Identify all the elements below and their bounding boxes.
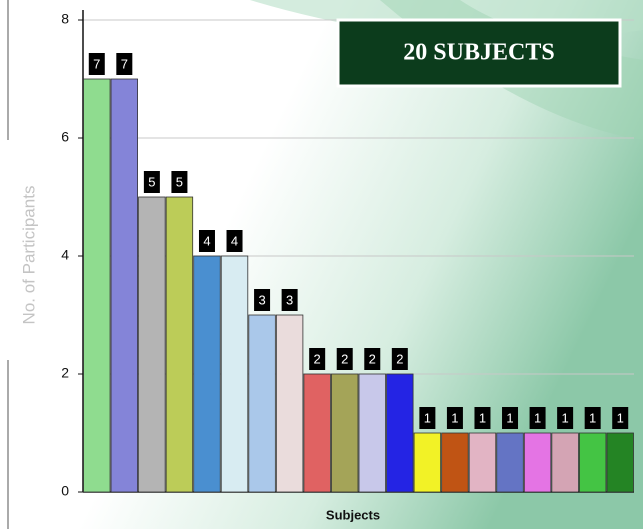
y-tick-label: 0 bbox=[61, 483, 69, 499]
bar bbox=[193, 255, 221, 493]
value-label-box bbox=[502, 407, 519, 429]
value-label: 1 bbox=[617, 410, 624, 425]
value-label-box bbox=[281, 289, 298, 311]
y-axis-label: No. of Participants bbox=[19, 186, 38, 325]
chart-title: 20 SUBJECTS bbox=[403, 40, 554, 66]
value-label-box bbox=[391, 348, 408, 370]
value-label: 1 bbox=[451, 410, 458, 425]
value-label-box bbox=[116, 53, 133, 75]
value-label-box bbox=[171, 171, 188, 193]
bar bbox=[165, 196, 194, 493]
bar bbox=[551, 432, 579, 493]
bar bbox=[138, 196, 166, 493]
bar bbox=[441, 432, 469, 493]
y-tick-label: 4 bbox=[61, 247, 69, 263]
value-label: 2 bbox=[314, 351, 321, 366]
y-tick-label: 2 bbox=[61, 365, 69, 381]
bar bbox=[220, 255, 249, 493]
value-label-box bbox=[474, 407, 491, 429]
value-label: 4 bbox=[231, 233, 238, 248]
bar bbox=[331, 373, 359, 493]
bar bbox=[496, 432, 524, 493]
value-label: 2 bbox=[396, 351, 403, 366]
value-label-box bbox=[446, 407, 463, 429]
bar bbox=[386, 373, 414, 493]
value-label-box bbox=[198, 230, 215, 252]
value-label-box bbox=[612, 407, 629, 429]
value-label: 2 bbox=[369, 351, 376, 366]
bar bbox=[248, 314, 276, 493]
bar bbox=[413, 432, 442, 493]
bar bbox=[523, 432, 552, 493]
value-label-box bbox=[584, 407, 601, 429]
bar bbox=[358, 373, 386, 493]
value-label-box bbox=[309, 348, 326, 370]
value-label: 7 bbox=[93, 56, 100, 71]
value-label-box bbox=[364, 348, 381, 370]
bar bbox=[579, 432, 607, 493]
bar bbox=[110, 78, 139, 493]
value-label: 3 bbox=[258, 292, 265, 307]
value-label: 1 bbox=[424, 410, 431, 425]
title-box bbox=[336, 18, 622, 88]
value-label: 5 bbox=[176, 174, 183, 189]
value-label-box bbox=[226, 230, 243, 252]
value-label-box bbox=[88, 53, 105, 75]
bar bbox=[468, 432, 497, 493]
x-axis-label: Subjects bbox=[326, 507, 380, 522]
y-tick-label: 6 bbox=[61, 129, 69, 145]
value-label-box bbox=[254, 289, 271, 311]
value-label: 7 bbox=[121, 56, 128, 71]
value-label: 1 bbox=[589, 410, 596, 425]
value-label: 1 bbox=[562, 410, 569, 425]
value-label-box bbox=[529, 407, 546, 429]
value-label-box bbox=[419, 407, 436, 429]
bar bbox=[275, 314, 304, 493]
bar bbox=[303, 373, 331, 493]
value-label-box bbox=[557, 407, 574, 429]
value-label-box bbox=[143, 171, 160, 193]
value-label: 1 bbox=[506, 410, 513, 425]
value-label: 2 bbox=[341, 351, 348, 366]
bar bbox=[83, 78, 111, 493]
value-label: 1 bbox=[534, 410, 541, 425]
value-label: 3 bbox=[286, 292, 293, 307]
y-tick-label: 8 bbox=[61, 11, 69, 27]
value-label-box bbox=[336, 348, 353, 370]
bar bbox=[606, 432, 634, 493]
value-label: 4 bbox=[203, 233, 210, 248]
value-label: 1 bbox=[479, 410, 486, 425]
value-label: 5 bbox=[148, 174, 155, 189]
